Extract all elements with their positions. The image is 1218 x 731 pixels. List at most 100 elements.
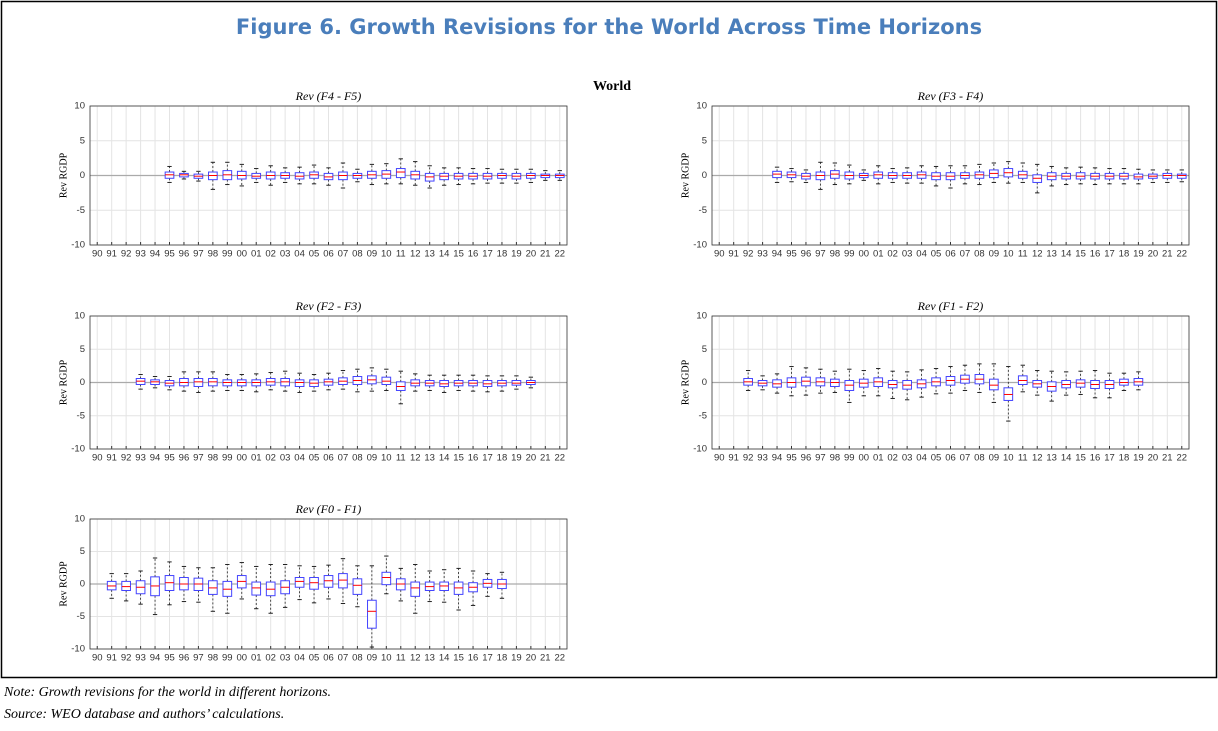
y-tick-label: 5 — [702, 135, 707, 146]
x-tick-label: 92 — [121, 249, 132, 260]
x-tick-label: 12 — [410, 653, 421, 664]
y-axis-label: Rev RGDP — [680, 359, 691, 405]
x-tick-label: 07 — [960, 453, 971, 464]
x-tick-label: 09 — [989, 249, 1000, 260]
x-tick-label: 15 — [453, 453, 464, 464]
x-tick-label: 20 — [526, 653, 537, 664]
x-tick-label: 19 — [511, 249, 522, 260]
x-tick-label: 11 — [396, 653, 406, 664]
x-tick-label: 21 — [1162, 249, 1173, 260]
x-tick-label: 03 — [280, 653, 291, 664]
x-tick-label: 92 — [121, 453, 132, 464]
x-tick-label: 00 — [236, 249, 247, 260]
y-tick-label: 0 — [702, 170, 707, 181]
y-tick-label: 5 — [702, 344, 707, 355]
x-tick-label: 99 — [222, 249, 233, 260]
x-tick-label: 12 — [410, 453, 421, 464]
x-tick-label: 98 — [830, 249, 841, 260]
axes-frame — [89, 105, 568, 246]
x-tick-label: 98 — [208, 653, 219, 664]
x-tick-label: 05 — [309, 653, 320, 664]
x-tick-label: 20 — [526, 249, 537, 260]
x-tick-label: 97 — [815, 453, 826, 464]
x-tick-label: 94 — [772, 249, 783, 260]
x-tick-label: 03 — [902, 453, 913, 464]
x-tick-label: 10 — [1003, 249, 1014, 260]
y-tick-label: 0 — [80, 377, 85, 388]
x-tick-label: 18 — [497, 453, 508, 464]
x-tick-label: 01 — [873, 249, 884, 260]
x-tick-label: 17 — [1104, 249, 1115, 260]
y-tick-label: 10 — [74, 311, 85, 322]
x-tick-label: 13 — [1046, 249, 1057, 260]
x-tick-label: 20 — [526, 453, 537, 464]
box — [381, 571, 392, 586]
x-tick-label: 11 — [1018, 249, 1028, 260]
x-tick-label: 96 — [179, 453, 190, 464]
y-tick-label: -5 — [77, 611, 85, 622]
x-tick-label: 90 — [92, 453, 103, 464]
y-tick-label: -5 — [77, 410, 85, 421]
figure-title: Figure 6. Growth Revisions for the World… — [236, 15, 982, 39]
x-tick-label: 19 — [1133, 453, 1144, 464]
x-tick-label: 21 — [540, 653, 551, 664]
note: Note: Growth revisions for the world in … — [3, 685, 331, 700]
x-tick-label: 14 — [1061, 453, 1072, 464]
y-tick-label: -10 — [71, 644, 85, 655]
x-tick-label: 95 — [786, 453, 797, 464]
x-tick-label: 02 — [887, 453, 898, 464]
x-tick-label: 13 — [424, 653, 435, 664]
x-tick-label: 15 — [1075, 249, 1086, 260]
y-tick-label: -10 — [71, 444, 85, 455]
x-tick-label: 14 — [439, 653, 450, 664]
x-tick-label: 01 — [251, 249, 262, 260]
x-tick-label: 02 — [887, 249, 898, 260]
x-tick-label: 91 — [728, 453, 739, 464]
panel-title: Rev (F3 - F4) — [917, 89, 984, 103]
panel-title: Rev (F0 - F1) — [295, 502, 362, 516]
x-tick-label: 18 — [497, 249, 508, 260]
suptitle: World — [593, 79, 631, 94]
x-tick-label: 15 — [453, 249, 464, 260]
x-tick-label: 11 — [396, 453, 406, 464]
x-tick-label: 13 — [424, 453, 435, 464]
y-tick-label: 10 — [696, 101, 707, 112]
y-tick-label: -5 — [77, 205, 85, 216]
x-tick-label: 00 — [858, 453, 869, 464]
x-tick-label: 08 — [352, 453, 363, 464]
x-tick-label: 06 — [323, 653, 334, 664]
y-tick-label: -10 — [693, 240, 707, 251]
box — [193, 378, 204, 387]
x-tick-label: 91 — [106, 653, 117, 664]
x-tick-label: 05 — [931, 249, 942, 260]
x-tick-label: 10 — [381, 653, 392, 664]
x-tick-label: 00 — [236, 653, 247, 664]
x-tick-label: 95 — [164, 453, 175, 464]
x-tick-label: 22 — [554, 653, 565, 664]
x-tick-label: 13 — [1046, 453, 1057, 464]
box — [294, 577, 305, 588]
x-tick-label: 96 — [801, 249, 812, 260]
x-tick-label: 21 — [1162, 453, 1173, 464]
x-tick-label: 99 — [222, 653, 233, 664]
x-tick-label: 16 — [468, 653, 479, 664]
x-tick-label: 04 — [294, 249, 305, 260]
box — [367, 599, 377, 629]
x-tick-label: 04 — [916, 453, 927, 464]
x-tick-label: 20 — [1148, 249, 1159, 260]
x-tick-label: 10 — [1003, 453, 1014, 464]
x-tick-label: 18 — [1119, 249, 1130, 260]
x-tick-label: 15 — [1075, 453, 1086, 464]
x-tick-label: 93 — [135, 453, 146, 464]
x-tick-label: 00 — [236, 453, 247, 464]
x-tick-label: 93 — [757, 249, 768, 260]
x-tick-label: 14 — [1061, 249, 1072, 260]
figure-border — [0, 0, 1218, 679]
x-tick-label: 16 — [1090, 249, 1101, 260]
x-tick-label: 05 — [931, 453, 942, 464]
x-tick-label: 02 — [265, 653, 276, 664]
x-tick-label: 91 — [106, 453, 117, 464]
x-tick-label: 15 — [453, 653, 464, 664]
box — [352, 578, 363, 595]
x-tick-label: 12 — [1032, 249, 1043, 260]
